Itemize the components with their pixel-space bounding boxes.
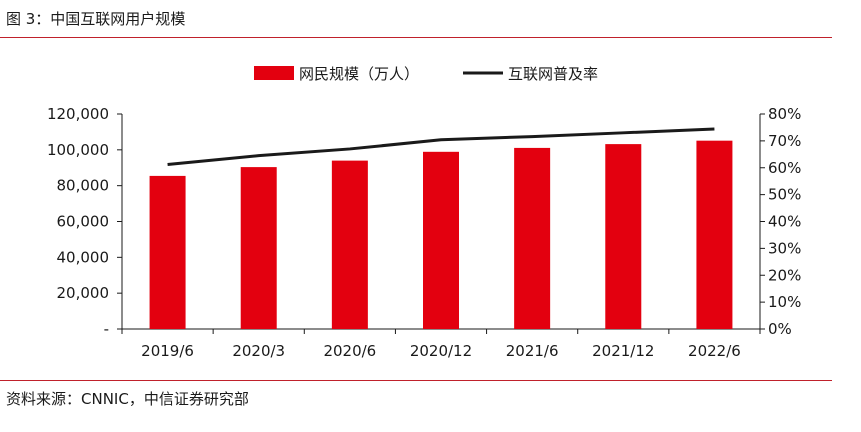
y-right-tick-label: 80% [768,105,801,123]
bottom-rule [0,380,832,381]
bar [149,175,186,329]
plot-area: - 20,000 40,000 60,000 80,000 100,000 120,000 0… [47,105,801,360]
bar [423,151,459,329]
x-tick-label: 2020/3 [232,342,285,360]
x-tick-label: 2020/12 [410,342,472,360]
y-right-tick-label: 0% [768,320,792,338]
y-left-tick-label: 80,000 [57,177,110,195]
bar [605,144,642,329]
top-rule [0,37,832,38]
y-right-tick-label: 10% [768,293,801,311]
y-right-tick-label: 50% [768,186,801,204]
source-note: 资料来源：CNNIC，中信证券研究部 [6,390,249,408]
x-tick-label: 2020/6 [323,342,376,360]
y-right-tick-label: 60% [768,159,801,177]
y-left-tick-label: 60,000 [57,213,110,231]
y-right-tick-label: 30% [768,239,801,257]
y-left-tick-label: 20,000 [57,284,110,302]
x-tick-label: 2022/6 [688,342,741,360]
legend-bar-swatch [254,66,294,80]
y-left-tick-label: - [104,320,109,338]
bar [514,147,551,329]
bar [331,160,368,329]
penetration-line [167,127,715,167]
x-tick-label: 2021/12 [592,342,654,360]
y-right-tick-label: 40% [768,213,801,231]
legend-line-label: 互联网普及率 [508,65,598,83]
legend-bar-label: 网民规模（万人） [299,65,419,83]
x-tick-label: 2021/6 [506,342,559,360]
x-tick-label: 2019/6 [141,342,194,360]
figure-title: 图 3：中国互联网用户规模 [6,10,186,28]
y-left-tick-label: 120,000 [47,105,109,123]
y-right-tick-label: 20% [768,266,801,284]
y-left-tick-label: 100,000 [47,141,109,159]
y-left-tick-label: 40,000 [57,248,110,266]
chart: 网民规模（万人） 互联网普及率 - 20,000 40,000 60,000 80,00… [47,65,801,360]
legend: 网民规模（万人） 互联网普及率 [254,65,598,83]
bar [696,140,733,329]
y-right-tick-label: 70% [768,132,801,150]
bar [240,167,277,329]
